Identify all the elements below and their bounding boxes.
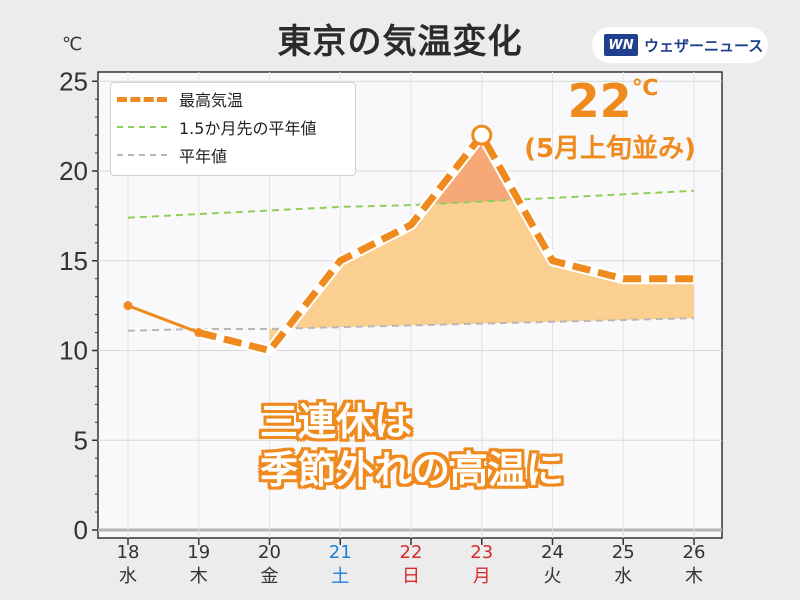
x-tick-day: 24 [541,542,564,563]
y-tick-label: 10 [59,336,88,366]
fill-above-month-ahead-normal [427,135,519,205]
y-tick-label: 5 [74,425,88,455]
legend-label-max-temp: 最高気温 [179,91,244,110]
line-month-ahead-normal [127,189,695,219]
x-tick-day: 21 [329,542,352,563]
x-tick-labels: 18 水 19 木 20 金 21 土 22 日 23 月 24 火 25 水 26 木 [117,542,706,587]
y-tick-label: 15 [59,246,88,276]
peak-value: 22 [567,74,632,128]
legend-item-normal: 平年値 [117,143,227,167]
brand-mark: WN [604,34,638,56]
x-tick-weekday: 水 [119,566,137,587]
peak-unit: ℃ [631,76,659,101]
series-lines [127,129,695,356]
peak-temperature-label: 22℃ [548,76,678,126]
area-fills [269,135,694,351]
marker-max-temp-day18 [123,301,133,311]
x-tick-day: 26 [683,542,706,563]
x-tick-day: 25 [612,542,635,563]
y-tick-label: 20 [59,156,88,186]
data-markers [123,124,493,338]
x-tick-weekday: 火 [544,566,562,587]
fill-above-normal [269,135,694,351]
x-tick-day: 19 [187,542,210,563]
marker-peak-day23 [471,124,493,146]
x-tick-weekday: 金 [261,566,279,587]
legend-swatch-month-ahead-normal [117,126,167,128]
legend-label-normal: 平年値 [179,147,228,166]
line-max-temp-observed [127,304,200,334]
weathernews-logo: WN ウェザーニュース [592,27,768,63]
annotation-line-1: 三連休は [260,400,413,444]
annotation-line-2: 季節外れの高温に [260,448,565,492]
chart-title: 東京の気温変化 [277,22,523,62]
y-tick-label: 25 [59,66,88,96]
line-normal [127,317,695,332]
x-tick-day: 20 [258,542,281,563]
brand-name: ウェザーニュース [644,36,764,55]
x-tick-day: 18 [117,542,140,563]
peak-comparison-note: (5月上旬並み) [524,134,696,164]
marker-max-temp-day19 [194,328,204,338]
x-tick-weekday: 木 [190,566,208,587]
legend-swatch-max-temp [117,96,167,102]
legend: 最高気温 1.5か月先の平年値 平年値 [110,82,356,176]
y-axis-unit: ℃ [62,34,83,55]
x-tick-day: 23 [470,542,493,563]
legend-swatch-normal [117,154,167,156]
y-tick-label: 0 [74,515,88,545]
x-tick-weekday: 土 [331,566,349,587]
legend-item-month-ahead-normal: 1.5か月先の平年値 [117,115,316,139]
line-max-temp-forecast [197,131,694,354]
x-tick-day: 22 [400,542,423,563]
x-tick-weekday: 月 [473,566,491,587]
x-tick-weekday: 水 [614,566,632,587]
legend-item-max-temp: 最高気温 [117,87,243,111]
x-tick-weekday: 木 [685,566,703,587]
legend-label-month-ahead-normal: 1.5か月先の平年値 [179,119,317,138]
y-tick-labels: 0 5 10 15 20 25 [59,66,88,545]
x-tick-weekday: 日 [402,566,420,587]
